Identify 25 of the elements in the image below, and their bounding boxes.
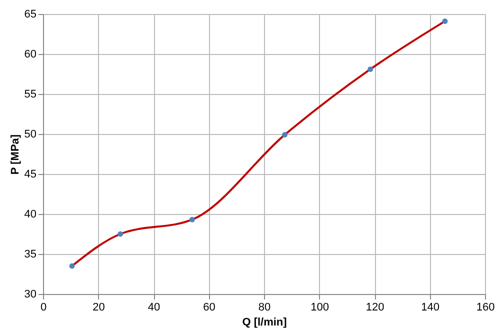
- point: [69, 263, 75, 269]
- point: [442, 18, 448, 24]
- x-tick-label: 40: [148, 302, 160, 314]
- y-tick-label: 30: [24, 288, 36, 300]
- y-tick-label: 40: [24, 208, 36, 220]
- y-tick-label: 50: [24, 128, 36, 140]
- y-tick-label: 60: [24, 48, 36, 60]
- point: [368, 66, 374, 72]
- x-tick-label: 100: [310, 302, 329, 314]
- x-tick-label: 160: [476, 302, 495, 314]
- y-tick-label: 55: [24, 88, 36, 100]
- y-tick-label: 35: [24, 248, 36, 260]
- point: [118, 231, 124, 237]
- x-tick-label: 0: [40, 302, 47, 314]
- y-tick-label: 65: [24, 8, 36, 20]
- x-tick-label: 120: [366, 302, 384, 314]
- point: [282, 132, 288, 138]
- x-tick-label: 140: [421, 302, 440, 314]
- x-axis-title: Q [l/min]: [242, 316, 288, 328]
- x-tick-label: 20: [92, 302, 105, 314]
- x-tick-label: 60: [203, 302, 216, 314]
- y-tick-label: 45: [24, 168, 36, 180]
- x-tick-label: 80: [258, 302, 271, 314]
- y-axis-title: P [MPa]: [9, 134, 22, 175]
- point: [189, 216, 195, 222]
